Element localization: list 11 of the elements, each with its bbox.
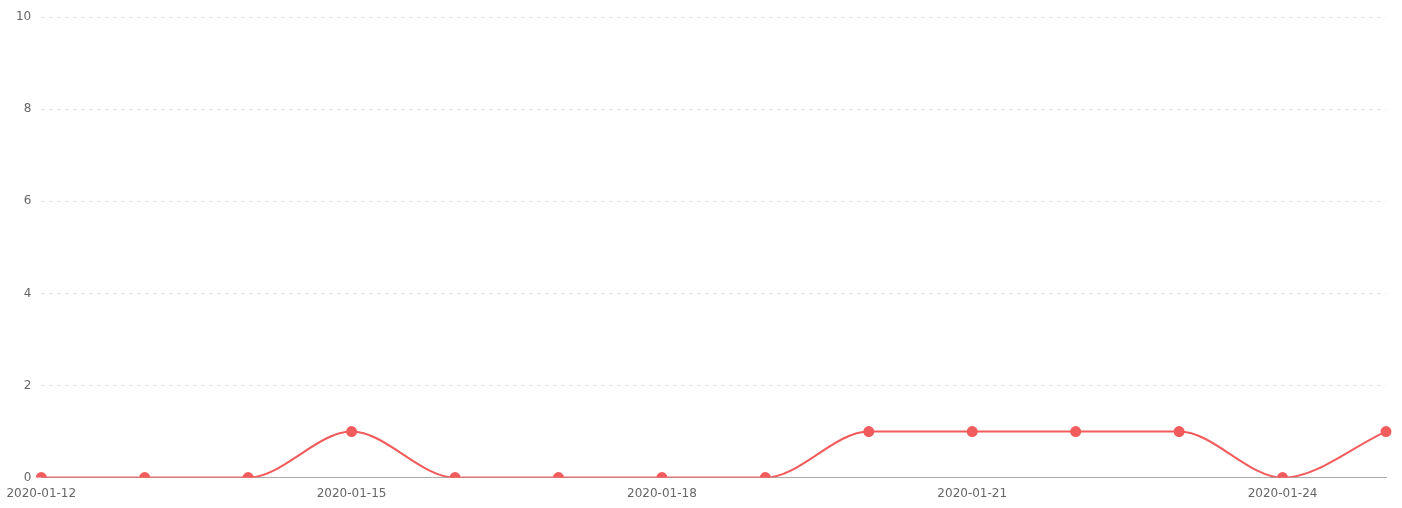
- y-tick-label: 0: [23, 469, 32, 484]
- y-tick-label: 10: [15, 9, 32, 24]
- x-tick-label: 2020-01-21: [937, 485, 1008, 500]
- y-tick-label: 8: [23, 101, 32, 116]
- x-tick-label: 2020-01-18: [627, 485, 697, 500]
- y-tick-label: 2: [23, 377, 32, 392]
- y-tick-label: 6: [23, 193, 32, 208]
- x-tick-label: 2020-01-15: [316, 485, 387, 500]
- x-tick-label: 2020-01-12: [6, 485, 77, 500]
- y-tick-label: 4: [23, 285, 32, 300]
- x-tick-label: 2020-01-24: [1247, 485, 1318, 500]
